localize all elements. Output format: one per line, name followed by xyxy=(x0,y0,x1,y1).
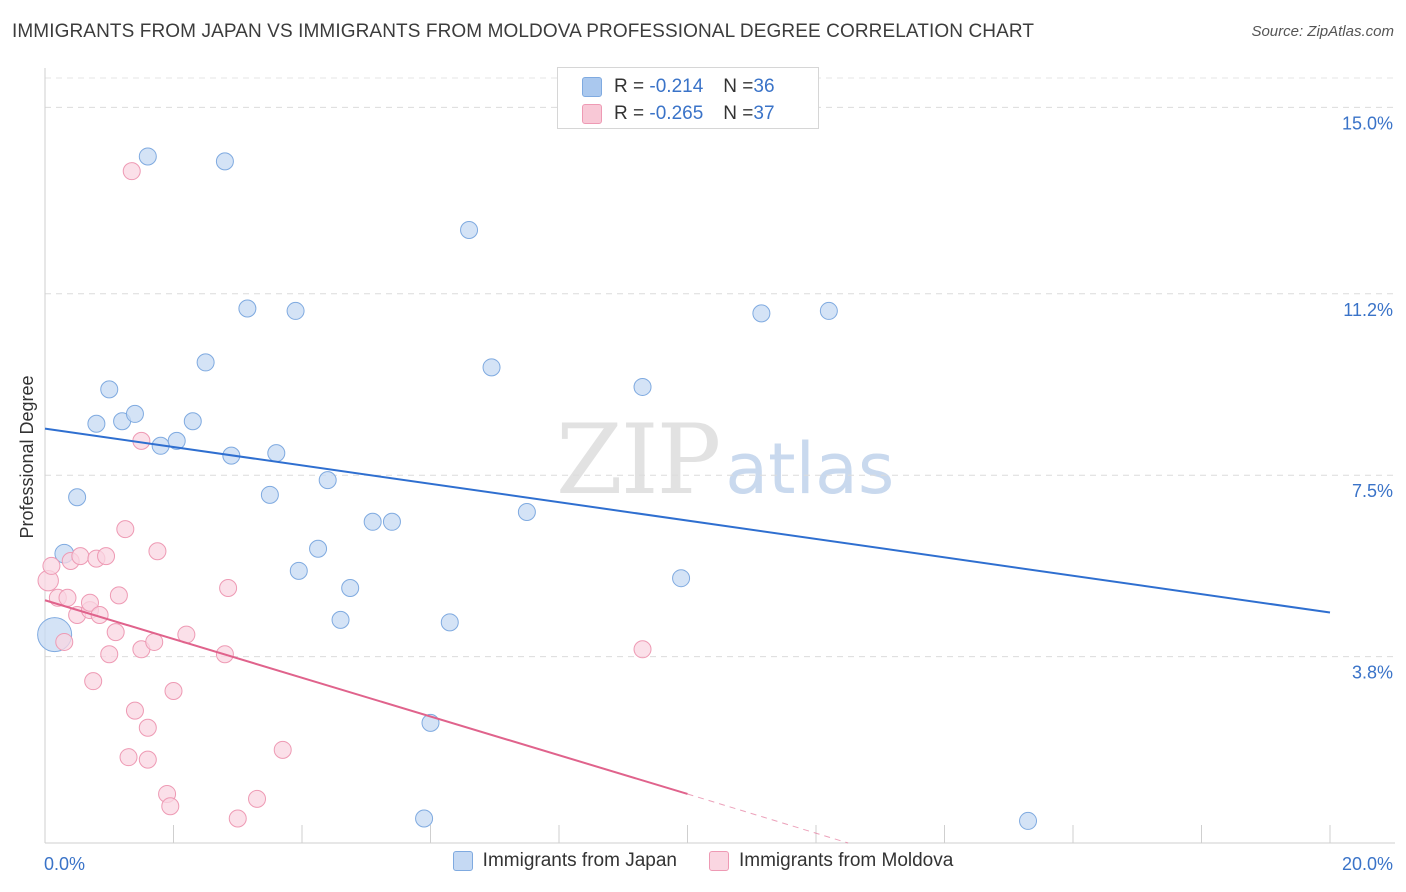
point-moldova xyxy=(248,789,267,808)
point-moldova xyxy=(273,740,292,759)
point-japan xyxy=(460,221,479,240)
n-label: N = xyxy=(723,76,754,97)
point-japan xyxy=(415,809,434,828)
legend-label-moldova: Immigrants from Moldova xyxy=(738,850,954,871)
point-moldova xyxy=(106,623,125,642)
point-moldova xyxy=(42,556,61,575)
stats-row-moldova: R = -0.265 N = 37 xyxy=(582,101,775,127)
point-moldova xyxy=(138,750,157,769)
y-tick-label: 11.2% xyxy=(1343,300,1393,320)
stats-legend: R = -0.214 N = 36 R = -0.265 N = 37 xyxy=(557,67,819,129)
point-japan xyxy=(341,579,360,597)
point-japan xyxy=(183,412,202,431)
chart-title: IMMIGRANTS FROM JAPAN VS IMMIGRANTS FROM… xyxy=(12,21,1035,42)
point-moldova xyxy=(219,579,238,597)
point-japan xyxy=(138,147,157,166)
point-japan xyxy=(68,488,87,507)
legend-swatch-japan xyxy=(452,851,473,871)
point-japan xyxy=(331,610,350,629)
point-japan xyxy=(286,301,305,320)
point-moldova xyxy=(116,520,135,539)
y-tick-label: 15.0% xyxy=(1342,113,1393,133)
point-japan xyxy=(167,431,186,450)
r-value: -0.265 xyxy=(649,103,704,124)
n-value: 37 xyxy=(753,103,775,124)
point-moldova xyxy=(55,632,74,651)
trend-line-moldova xyxy=(44,599,688,795)
point-japan xyxy=(100,380,119,399)
bottom-legend: Immigrants from Japan Immigrants from Mo… xyxy=(0,850,1406,872)
point-moldova xyxy=(228,809,247,828)
point-moldova xyxy=(109,586,128,605)
point-japan xyxy=(215,152,234,171)
point-moldova xyxy=(148,542,167,561)
r-label: R = xyxy=(614,76,645,97)
n-value: 36 xyxy=(753,76,775,97)
point-moldova xyxy=(122,162,141,181)
r-value: -0.214 xyxy=(649,76,704,97)
stats-row-japan: R = -0.214 N = 36 xyxy=(582,74,775,100)
point-japan xyxy=(363,512,382,531)
point-japan xyxy=(1019,811,1038,830)
point-japan xyxy=(672,569,691,588)
point-japan xyxy=(309,539,328,558)
x-tick-label: 0.0% xyxy=(44,854,85,874)
point-moldova xyxy=(80,593,99,612)
point-japan xyxy=(440,613,459,632)
legend-item-japan[interactable]: Immigrants from Japan xyxy=(452,850,677,872)
point-japan xyxy=(267,444,286,463)
n-label: N = xyxy=(723,103,754,124)
point-japan xyxy=(517,502,536,521)
stats-swatch-japan xyxy=(582,77,602,97)
point-japan xyxy=(633,377,652,396)
point-japan xyxy=(482,358,501,377)
point-japan xyxy=(318,471,337,490)
point-japan xyxy=(289,561,308,580)
y-tick-label: 7.5% xyxy=(1352,481,1393,501)
point-moldova xyxy=(125,701,144,720)
point-moldova xyxy=(71,547,90,566)
stats-swatch-moldova xyxy=(582,104,602,124)
point-moldova xyxy=(58,588,77,607)
point-japan xyxy=(238,299,257,318)
point-moldova xyxy=(97,547,116,566)
point-japan xyxy=(260,485,279,504)
y-axis-label: Professional Degree xyxy=(17,375,37,538)
legend-label-japan: Immigrants from Japan xyxy=(482,850,677,871)
point-moldova xyxy=(100,645,119,664)
r-label: R = xyxy=(614,103,645,124)
trend-line-moldova-extension xyxy=(687,793,849,844)
point-moldova xyxy=(633,640,652,659)
legend-item-moldova[interactable]: Immigrants from Moldova xyxy=(708,850,954,872)
point-japan xyxy=(819,301,838,320)
trend-line-japan xyxy=(44,427,1331,614)
point-japan xyxy=(752,304,771,323)
source-label: Source: ZipAtlas.com xyxy=(1251,23,1394,40)
point-japan xyxy=(87,414,106,433)
y-tick-label: 3.8% xyxy=(1352,663,1393,683)
point-moldova xyxy=(84,672,103,691)
point-moldova xyxy=(161,797,180,816)
point-moldova xyxy=(138,718,157,737)
point-moldova xyxy=(119,748,138,767)
legend-swatch-moldova xyxy=(708,851,729,871)
point-moldova xyxy=(164,681,183,700)
point-japan xyxy=(125,404,144,423)
point-japan xyxy=(382,512,401,531)
x-tick-label: 20.0% xyxy=(1342,854,1393,874)
point-japan xyxy=(196,353,215,372)
